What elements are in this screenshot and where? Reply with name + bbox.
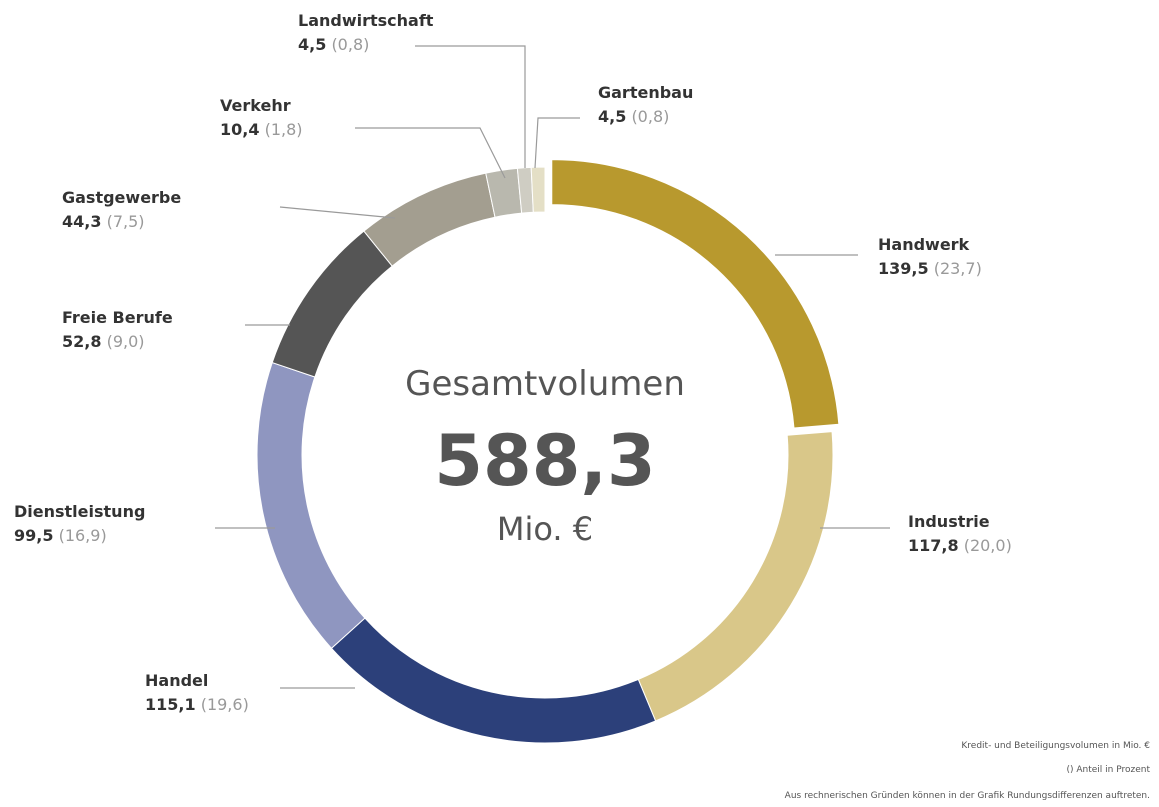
share: (7,5)	[107, 212, 145, 231]
value-label: 52,8 (9,0)	[62, 332, 145, 351]
leader-line	[534, 117, 580, 169]
donut-segment	[530, 166, 546, 213]
value-label: 4,5 (0,8)	[598, 107, 669, 126]
value-label: 117,8 (20,0)	[908, 536, 1012, 555]
share: (0,8)	[631, 107, 669, 126]
donut-segment	[256, 361, 366, 649]
value-label: 99,5 (16,9)	[14, 526, 107, 545]
value-label: 115,1 (19,6)	[145, 695, 249, 714]
share: (19,6)	[201, 695, 249, 714]
category-label: Industrie	[908, 512, 990, 531]
value-label: 139,5 (23,7)	[878, 259, 982, 278]
share: (16,9)	[59, 526, 107, 545]
note: Kredit- und Beteiligungsvolumen in Mio. …	[961, 741, 1150, 751]
donut-segment	[330, 617, 657, 744]
value: 44,3	[62, 212, 101, 231]
category-label: Handwerk	[878, 235, 970, 254]
share: (20,0)	[964, 536, 1012, 555]
leader-line	[279, 206, 396, 219]
value-label: 10,4 (1,8)	[220, 120, 303, 139]
category-label: Dienstleistung	[14, 502, 145, 521]
note: Aus rechnerischen Gründen können in der …	[785, 791, 1150, 801]
category-label: Verkehr	[220, 96, 291, 115]
value: 4,5	[598, 107, 626, 126]
donut-segment	[363, 172, 496, 267]
value: 4,5	[298, 35, 326, 54]
value: 52,8	[62, 332, 101, 351]
value: 99,5	[14, 526, 53, 545]
donut-segment	[551, 159, 840, 429]
share: (1,8)	[265, 120, 303, 139]
category-label: Handel	[145, 671, 208, 690]
donut-segment	[637, 431, 834, 722]
category-label: Landwirtschaft	[298, 11, 434, 30]
value: 115,1	[145, 695, 196, 714]
value: 10,4	[220, 120, 259, 139]
center-title: Gesamtvolumen	[405, 364, 685, 404]
category-label: Freie Berufe	[62, 308, 173, 327]
category-label: Gastgewerbe	[62, 188, 181, 207]
note: () Anteil in Prozent	[1066, 765, 1150, 775]
leader-line	[415, 45, 526, 168]
share: (0,8)	[331, 35, 369, 54]
leader-line	[355, 127, 506, 179]
value: 117,8	[908, 536, 959, 555]
value-label: 4,5 (0,8)	[298, 35, 369, 54]
value-label: 44,3 (7,5)	[62, 212, 145, 231]
share: (23,7)	[934, 259, 982, 278]
share: (9,0)	[107, 332, 145, 351]
center-unit: Mio. €	[497, 510, 593, 548]
donut-segment	[271, 230, 393, 378]
value: 139,5	[878, 259, 929, 278]
category-label: Gartenbau	[598, 83, 693, 102]
center-value: 588,3	[434, 420, 655, 502]
